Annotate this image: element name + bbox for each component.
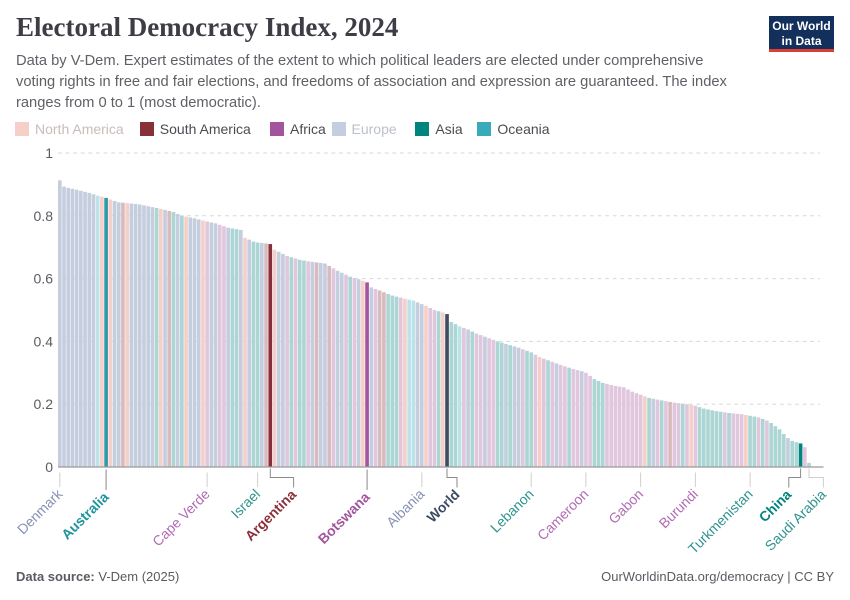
svg-text:Gabon: Gabon xyxy=(605,486,646,527)
svg-text:Denmark: Denmark xyxy=(14,485,66,537)
svg-text:Cameroon: Cameroon xyxy=(534,486,592,544)
svg-text:Burundi: Burundi xyxy=(656,486,701,531)
svg-text:0.4: 0.4 xyxy=(34,333,54,349)
svg-text:0.8: 0.8 xyxy=(34,208,54,224)
svg-text:Lebanon: Lebanon xyxy=(487,486,537,536)
svg-text:0.2: 0.2 xyxy=(34,396,54,412)
svg-text:World: World xyxy=(423,486,462,525)
svg-text:Cape Verde: Cape Verde xyxy=(149,486,213,550)
svg-text:Botswana: Botswana xyxy=(315,489,373,547)
svg-text:0: 0 xyxy=(45,459,53,475)
svg-text:0.6: 0.6 xyxy=(34,271,54,287)
svg-text:Australia: Australia xyxy=(58,489,112,543)
svg-text:1: 1 xyxy=(45,145,53,161)
svg-text:Albania: Albania xyxy=(383,486,427,530)
